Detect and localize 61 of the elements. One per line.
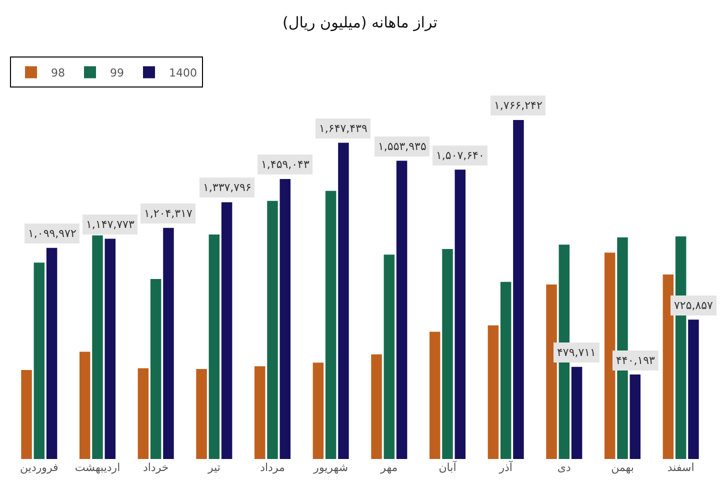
bar	[630, 374, 641, 459]
x-tick-label: اسفند	[667, 461, 694, 474]
x-tick-label: اردیبهشت	[74, 461, 120, 474]
data-label: ۱,۱۴۷,۷۷۳	[86, 218, 134, 231]
bar	[34, 262, 45, 459]
data-label: ۱,۴۵۹,۰۴۳	[261, 158, 310, 171]
x-tick-label: مهر	[380, 461, 398, 474]
data-label: ۱,۲۰۴,۳۱۷	[144, 207, 192, 220]
bar	[208, 234, 220, 459]
bar	[442, 249, 453, 459]
x-tick-label: آبان	[438, 460, 458, 474]
data-label: ۱,۶۴۷,۴۳۹	[319, 122, 368, 135]
bar	[429, 332, 440, 459]
legend-label: 1400	[169, 66, 197, 80]
bar	[546, 284, 557, 459]
x-tick-label: دی	[557, 461, 572, 474]
bar	[571, 366, 582, 459]
bar	[46, 248, 58, 459]
bar	[371, 354, 382, 459]
data-label: ۴۷۹,۷۱۱	[557, 346, 596, 359]
legend-label: 98	[51, 66, 65, 80]
bar	[150, 278, 162, 459]
data-label: ۴۴۰,۱۹۳	[616, 354, 656, 367]
legend-label: 99	[110, 66, 124, 80]
bar	[21, 370, 32, 459]
data-label: ۱,۵۵۳,۹۳۵	[378, 140, 426, 153]
data-label: ۷۲۵,۸۵۷	[674, 299, 714, 312]
bar	[280, 178, 291, 459]
bar	[338, 142, 349, 459]
bar	[454, 170, 466, 459]
bar	[138, 368, 149, 459]
bar	[604, 252, 616, 459]
bar	[163, 228, 174, 459]
bar	[312, 362, 324, 459]
data-label: ۱,۵۰۷,۶۴۰	[436, 149, 484, 162]
bar	[104, 238, 116, 459]
x-tick-label: فروردین	[20, 461, 58, 474]
x-tick-label: خرداد	[142, 461, 169, 474]
bar	[688, 320, 699, 459]
bar	[196, 368, 207, 459]
bar	[384, 254, 395, 459]
bar	[79, 352, 90, 459]
bar	[254, 366, 266, 459]
bar	[488, 325, 499, 459]
x-tick-label: شهریور	[312, 461, 348, 474]
bar	[325, 190, 336, 459]
data-label: ۱,۷۶۶,۲۴۲	[494, 99, 542, 112]
x-tick-label: تیر	[206, 461, 220, 474]
x-tick-label: آذر	[498, 460, 514, 474]
chart-title: تراز ماهانه (میلیون ریال)	[282, 14, 438, 32]
data-label: ۱,۰۹۹,۹۷۲	[28, 227, 76, 240]
bar	[396, 160, 408, 459]
bar	[513, 120, 524, 459]
bar	[500, 282, 512, 459]
bar	[92, 235, 103, 459]
bar	[267, 200, 278, 459]
x-tick-label: بهمن	[611, 461, 634, 474]
x-tick-label: مرداد	[260, 461, 286, 474]
data-label: ۱,۳۳۷,۷۹۶	[203, 181, 252, 194]
bar	[221, 202, 232, 459]
bar	[662, 274, 674, 459]
